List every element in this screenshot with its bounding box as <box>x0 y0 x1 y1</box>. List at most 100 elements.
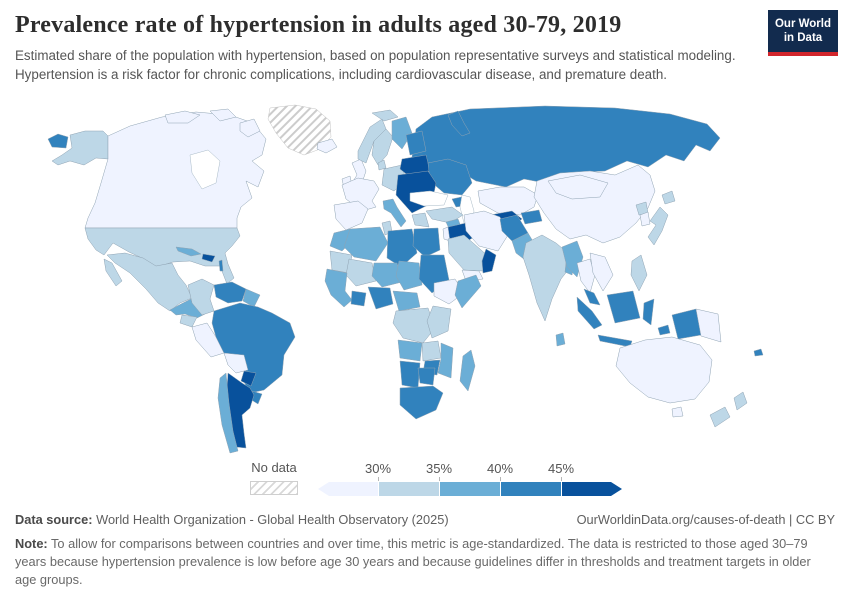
country-iran[interactable] <box>463 210 509 252</box>
country-mali[interactable] <box>345 258 377 287</box>
legend-tick-45: 45% <box>547 461 575 476</box>
country-bolivia[interactable] <box>223 352 249 374</box>
country-angola[interactable] <box>397 339 423 362</box>
country-turkey[interactable] <box>425 206 464 224</box>
chart-footer: Data source: World Health Organization -… <box>15 512 835 589</box>
country-mongolia[interactable] <box>547 174 609 200</box>
country-mozambique[interactable] <box>437 342 454 379</box>
country-niger[interactable] <box>371 262 403 288</box>
country-paraguay[interactable] <box>240 370 257 387</box>
legend-bin-35-40[interactable] <box>440 482 500 496</box>
country-south-africa[interactable] <box>399 385 444 420</box>
country-uganda-kenya[interactable] <box>426 305 452 339</box>
country-canada-arctic1[interactable] <box>164 110 201 124</box>
country-west-africa[interactable] <box>324 268 353 308</box>
country-indonesia-sulawesi[interactable] <box>642 298 655 326</box>
legend-tick-35: 35% <box>425 461 453 476</box>
country-russia-chukotka[interactable] <box>47 133 69 149</box>
country-chad[interactable] <box>395 260 423 291</box>
country-canada-baffin[interactable] <box>239 118 261 138</box>
citation-link[interactable]: OurWorldinData.org/causes-of-death | CC … <box>576 512 835 527</box>
country-colombia[interactable] <box>187 278 215 316</box>
legend-bin-40-45[interactable] <box>501 482 561 496</box>
country-egypt[interactable] <box>412 227 441 258</box>
legend-bin-30-35[interactable] <box>379 482 439 496</box>
country-italy[interactable] <box>382 198 407 228</box>
country-brazil[interactable] <box>211 302 296 394</box>
hudson-bay <box>189 149 221 190</box>
country-mexico-baja[interactable] <box>103 258 123 287</box>
world-map <box>47 104 764 454</box>
country-ecuador[interactable] <box>179 314 198 328</box>
country-tasmania[interactable] <box>671 406 684 418</box>
country-madagascar[interactable] <box>459 349 476 392</box>
owid-logo[interactable]: Our World in Data <box>768 10 838 56</box>
country-fiji[interactable] <box>753 348 764 357</box>
country-hispaniola[interactable] <box>201 253 216 263</box>
legend-tick-30: 30% <box>364 461 392 476</box>
country-indonesia-maluku[interactable] <box>657 324 671 336</box>
country-cuba[interactable] <box>175 246 202 257</box>
data-source-line: Data source: World Health Organization -… <box>15 512 449 527</box>
country-russia-novaya-zemlya[interactable] <box>447 110 471 137</box>
country-philippines[interactable] <box>630 254 648 292</box>
country-iceland[interactable] <box>316 138 338 154</box>
country-japan[interactable] <box>647 206 669 246</box>
no-data-swatch[interactable] <box>250 481 298 495</box>
country-indochina[interactable] <box>589 252 614 292</box>
legend-bin-over-45[interactable] <box>562 482 622 496</box>
country-south-korea[interactable] <box>639 211 651 227</box>
country-svalbard[interactable] <box>371 109 399 122</box>
country-ghana-coast[interactable] <box>350 290 367 307</box>
data-source-text: World Health Organization - Global Healt… <box>96 512 449 527</box>
country-china[interactable] <box>533 164 656 244</box>
country-new-zealand-south[interactable] <box>709 406 731 428</box>
country-greece[interactable] <box>411 212 430 228</box>
country-canada[interactable] <box>84 111 267 229</box>
legend-tickmark-30 <box>378 477 379 481</box>
legend-bin-under-30[interactable] <box>318 482 378 496</box>
country-botswana[interactable] <box>417 367 436 386</box>
country-india[interactable] <box>522 234 573 322</box>
country-usa[interactable] <box>84 227 241 285</box>
country-iberia[interactable] <box>333 200 369 231</box>
country-lesser-antilles[interactable] <box>218 259 224 272</box>
country-canada-arctic2[interactable] <box>209 108 237 122</box>
country-zambia[interactable] <box>421 340 442 362</box>
country-kazakhstan[interactable] <box>477 186 539 216</box>
country-oman[interactable] <box>481 248 497 274</box>
country-alaska[interactable] <box>51 130 109 166</box>
country-baltics[interactable] <box>405 130 427 156</box>
country-indonesia-borneo[interactable] <box>606 290 641 324</box>
footnote: Note: To allow for comparisons between c… <box>15 535 835 589</box>
country-japan-hokkaido[interactable] <box>661 190 676 205</box>
legend-tick-40: 40% <box>486 461 514 476</box>
legend-bar <box>318 482 622 496</box>
country-algeria[interactable] <box>343 226 389 262</box>
country-cameroon-car[interactable] <box>392 290 421 312</box>
country-namibia[interactable] <box>399 360 421 389</box>
footnote-label: Note: <box>15 536 48 551</box>
country-venezuela[interactable] <box>213 281 247 304</box>
country-libya[interactable] <box>386 228 418 268</box>
owid-logo-line2: in Data <box>783 32 823 45</box>
country-chile[interactable] <box>217 372 239 454</box>
country-somalia[interactable] <box>454 274 482 309</box>
country-new-zealand-north[interactable] <box>733 391 748 411</box>
country-sweden[interactable] <box>371 128 394 166</box>
country-thailand[interactable] <box>576 258 596 294</box>
owid-logo-line1: Our World <box>774 18 831 30</box>
chart-subtitle: Estimated share of the population with h… <box>15 48 736 83</box>
country-png[interactable] <box>695 308 722 343</box>
country-sri-lanka[interactable] <box>555 332 566 347</box>
legend-color-bar: 30% 35% 40% 45% <box>318 461 622 496</box>
country-australia[interactable] <box>615 336 713 404</box>
country-indonesia-sumatra[interactable] <box>576 296 603 330</box>
country-nigeria[interactable] <box>367 286 394 310</box>
country-kyrgyzstan-tajikistan[interactable] <box>520 209 543 225</box>
country-denmark[interactable] <box>377 159 387 171</box>
country-indonesia-java[interactable] <box>597 334 633 348</box>
legend-tickmark-35 <box>439 477 440 481</box>
country-malaysia[interactable] <box>583 288 601 306</box>
